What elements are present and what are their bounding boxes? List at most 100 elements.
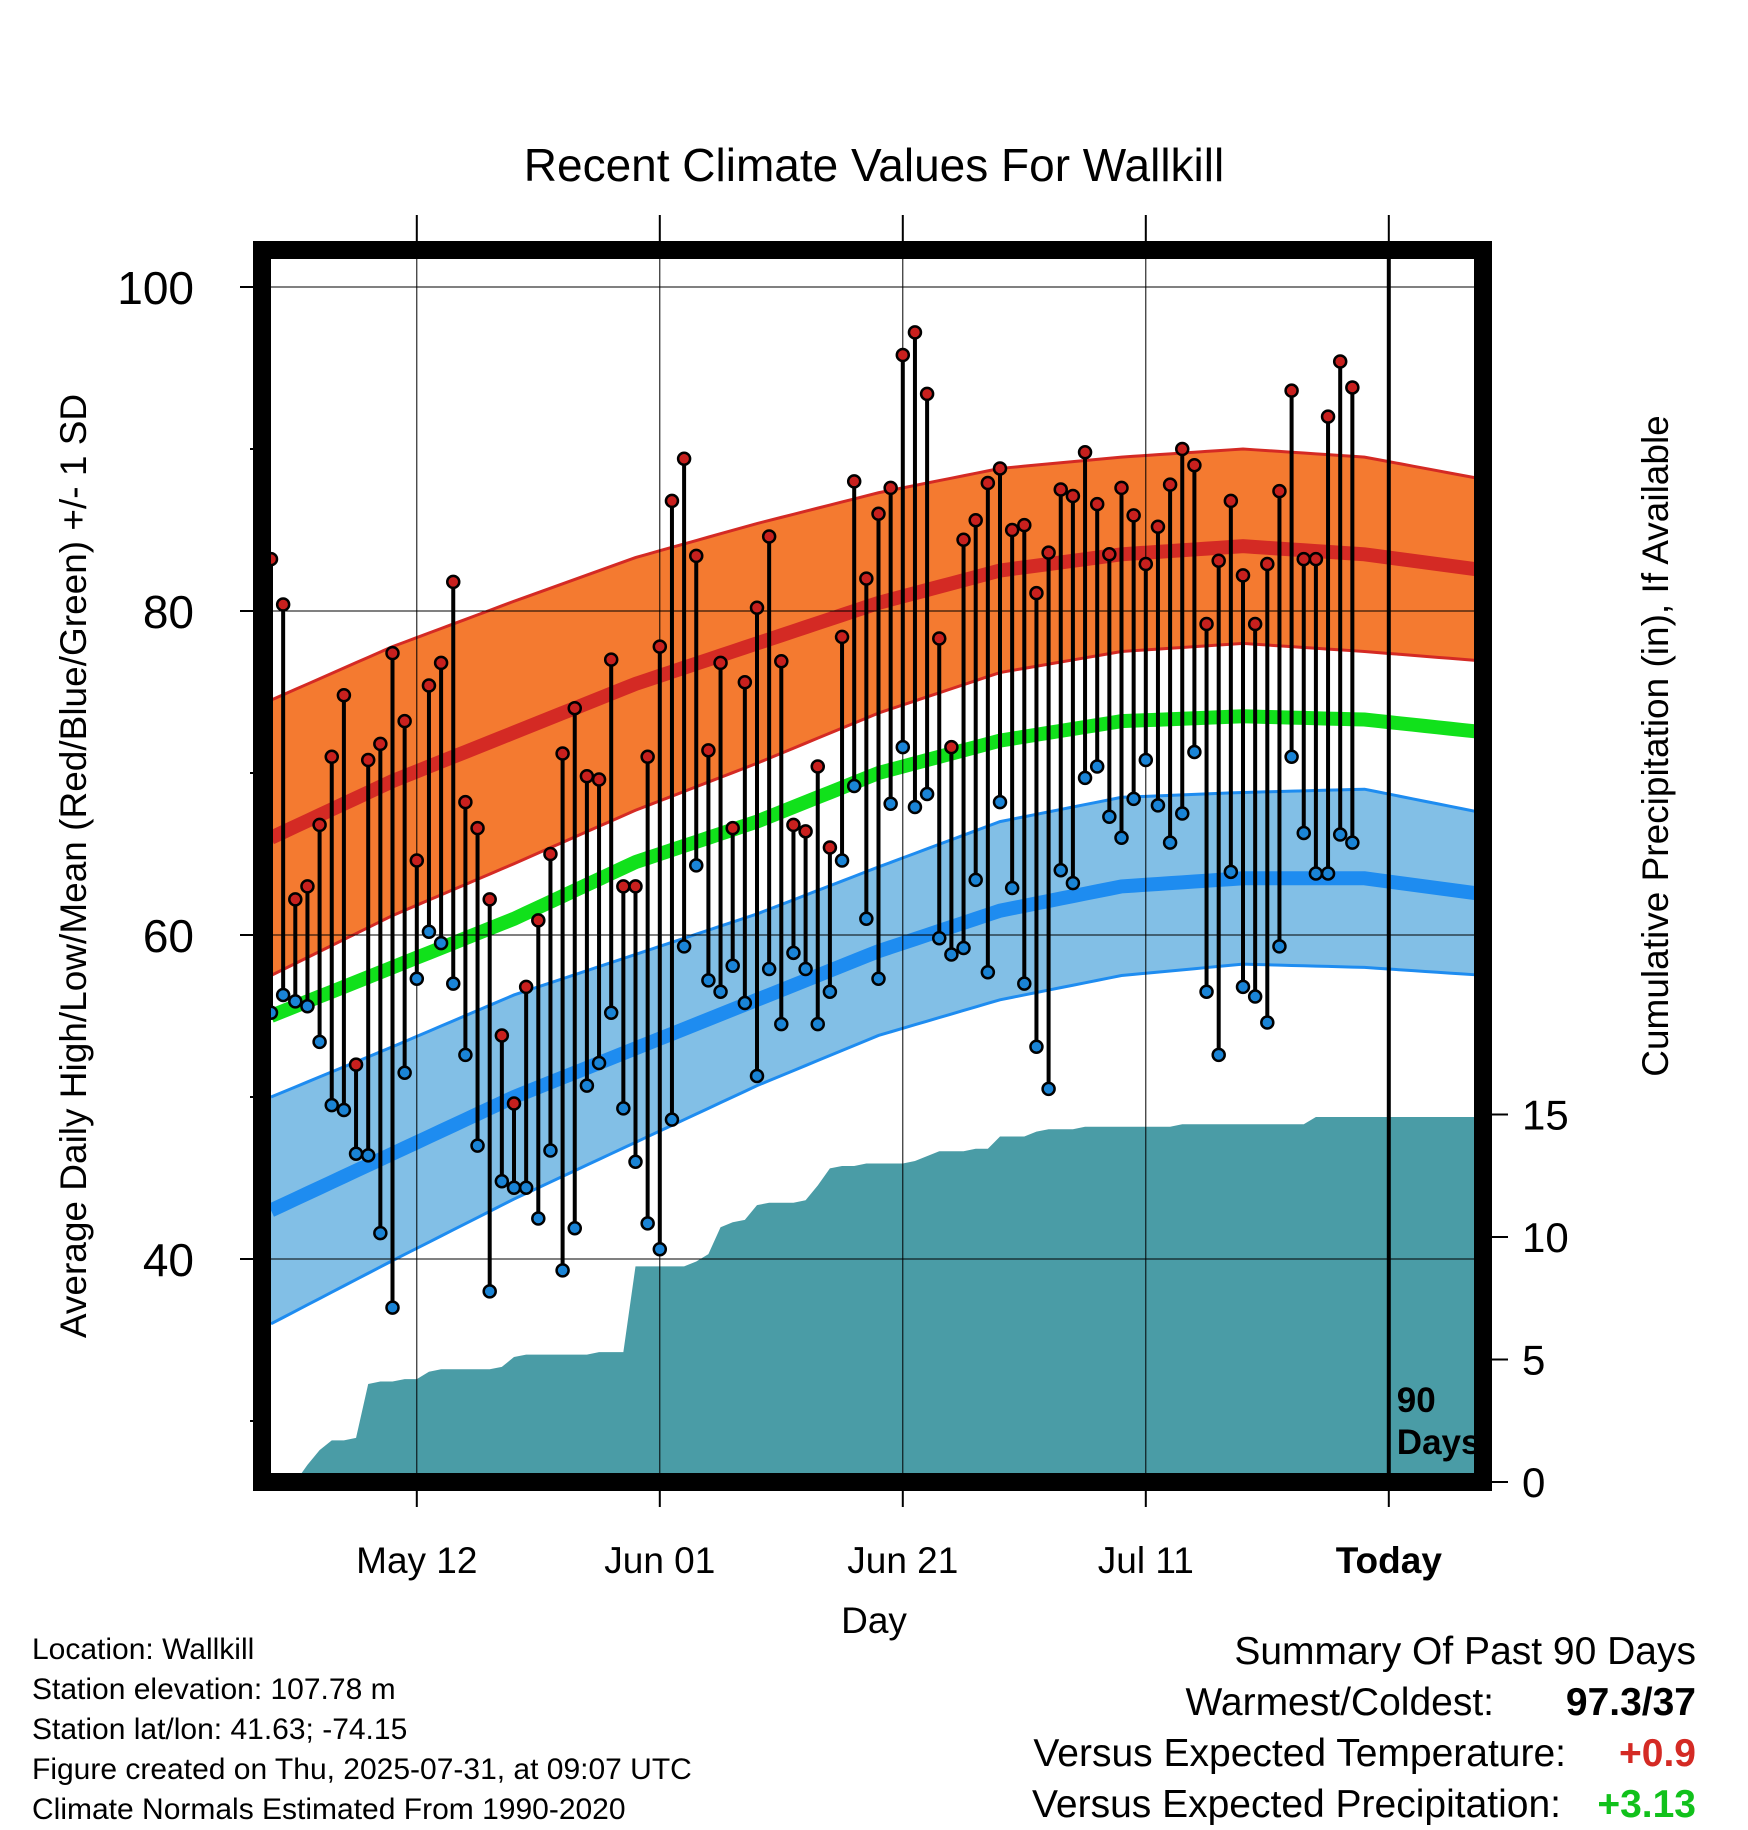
daily-high-point	[1126, 508, 1141, 523]
daily-low-point	[810, 1016, 825, 1032]
precipitation-layer	[271, 1116, 1483, 1482]
daily-high-point	[1041, 545, 1056, 560]
daily-high-point	[980, 475, 996, 491]
daily-low-point	[591, 1055, 607, 1071]
daily-low-point	[409, 971, 425, 986]
daily-low-point	[300, 999, 315, 1014]
daily-low-point	[774, 1016, 789, 1032]
daily-high-point	[421, 678, 437, 693]
daily-low-point	[385, 1300, 400, 1315]
daily-low-point	[1211, 1047, 1226, 1063]
daily-low-point	[919, 786, 935, 802]
daily-low-point	[1175, 806, 1190, 821]
daily-high-point	[1211, 553, 1226, 569]
daily-high-point	[895, 347, 911, 363]
daily-high-point	[1017, 517, 1032, 533]
daily-low-point	[482, 1284, 497, 1299]
daily-low-point	[932, 930, 947, 946]
temp-anomaly-value: +0.9	[1619, 1732, 1696, 1775]
daily-low-point	[567, 1220, 582, 1236]
daily-high-point	[628, 879, 643, 894]
coldest-value: /37	[1641, 1681, 1696, 1724]
daily-low-point	[555, 1263, 570, 1278]
daily-low-point	[980, 965, 996, 980]
daily-high-point	[1296, 551, 1311, 567]
daily-high-point	[640, 749, 655, 765]
daily-low-point	[1053, 862, 1068, 878]
location-text: Location: Wallkill	[32, 1633, 255, 1666]
daily-low-point	[1272, 939, 1287, 954]
precip-area	[271, 1116, 1483, 1482]
daily-low-point	[834, 853, 850, 868]
daily-high-point	[834, 629, 850, 645]
x-tick-label: Jun 01	[604, 1540, 715, 1581]
normal-high-band-upper-edge	[270, 447, 1483, 702]
warmest-value: 97.3	[1565, 1681, 1642, 1724]
created-text: Figure created on Thu, 2025-07-31, at 09…	[32, 1753, 692, 1786]
daily-high-point	[591, 772, 607, 787]
daily-high-point	[749, 600, 765, 616]
precip-anomaly-row: Versus Expected Precipitation: +3.13	[1032, 1779, 1696, 1830]
daily-high-point	[324, 749, 339, 765]
daily-high-point	[1077, 444, 1093, 460]
daily-high-point	[822, 840, 838, 855]
temp-anomaly-label: Versus Expected Temperature:	[1033, 1732, 1566, 1775]
daily-low-point	[324, 1097, 339, 1113]
daily-high-point	[761, 529, 777, 544]
days-marker-label-line: 90	[1397, 1381, 1436, 1420]
daily-high-point	[737, 675, 753, 690]
y2-tick-label: 0	[1522, 1459, 1545, 1506]
daily-low-point	[1247, 989, 1263, 1004]
daily-high-point	[1284, 383, 1299, 398]
daily-high-point	[1320, 409, 1336, 424]
plot-frame	[253, 241, 1492, 1491]
daily-high-point	[1162, 477, 1178, 492]
daily-low-point	[1102, 809, 1117, 824]
daily-high-point	[810, 759, 825, 774]
daily-high-point	[288, 892, 303, 907]
daily-high-point	[470, 820, 485, 836]
daily-low-point	[1150, 798, 1166, 813]
y2-tick-label: 15	[1522, 1092, 1569, 1139]
daily-low-point	[421, 924, 437, 940]
daily-high-point	[1114, 480, 1129, 496]
daily-low-point	[1260, 1015, 1275, 1030]
station-info: Location: Wallkill Station elevation: 10…	[32, 1630, 692, 1830]
daily-low-point	[494, 1173, 510, 1189]
y2-tick-label: 10	[1522, 1214, 1569, 1261]
daily-low-point	[603, 1005, 619, 1021]
daily-low-point	[446, 976, 461, 991]
daily-low-point	[1004, 880, 1020, 896]
daily-high-point	[433, 655, 449, 671]
daily-high-point	[1223, 493, 1239, 509]
daily-low-point	[798, 961, 813, 977]
daily-low-point	[701, 973, 716, 988]
daily-high-point	[1089, 496, 1105, 512]
daily-high-point	[1053, 482, 1068, 497]
daily-high-point	[385, 645, 400, 661]
daily-high-point	[1345, 380, 1360, 395]
daily-high-point	[531, 913, 546, 928]
daily-low-point	[713, 984, 728, 999]
summary-heading-row: Summary Of Past 90 Days	[1032, 1626, 1696, 1677]
daily-high-point	[932, 631, 947, 646]
daily-low-point	[433, 935, 449, 951]
daily-high-point	[1332, 354, 1348, 369]
extremes-value: 97.3/37	[1494, 1677, 1696, 1728]
daily-high-point	[1029, 585, 1044, 601]
summary-panel: Summary Of Past 90 Days Warmest/Coldest:…	[1032, 1626, 1696, 1830]
extremes-label: Warmest/Coldest:	[1185, 1681, 1494, 1724]
plot-area: 90 Days	[262, 250, 1483, 1482]
daily-high-point	[567, 700, 582, 716]
daily-low-point	[1126, 791, 1141, 807]
y-tick-label: 40	[143, 1234, 194, 1286]
daily-high-point	[1102, 547, 1117, 562]
daily-high-point	[944, 739, 959, 755]
daily-low-point	[312, 1034, 327, 1050]
daily-low-point	[531, 1211, 546, 1226]
daily-high-point	[482, 892, 497, 907]
daily-low-point	[1089, 759, 1105, 774]
daily-high-point	[919, 386, 935, 402]
y2-tick-label: 5	[1522, 1337, 1545, 1384]
